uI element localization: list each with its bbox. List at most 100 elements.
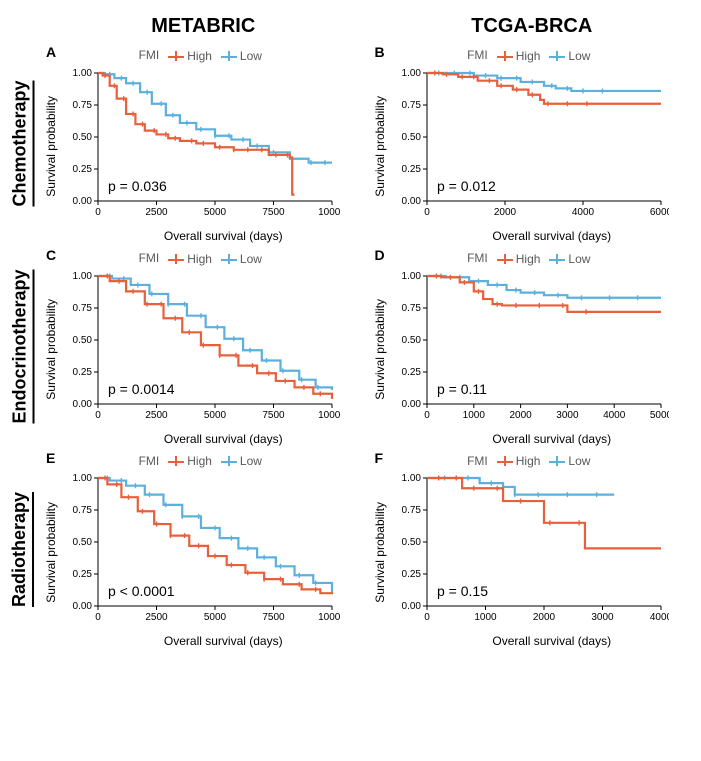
- km-plot: 0.000.250.500.751.000200040006000p = 0.0…: [389, 67, 669, 227]
- km-plot: 0.00 0.25 0.50 0.75 1.00 0 2500 5000 7500 10000 p …: [60, 67, 340, 227]
- x-axis-label: Overall survival (days): [124, 632, 283, 648]
- svg-text:10000: 10000: [318, 207, 340, 218]
- legend-label-high: High: [187, 49, 212, 63]
- svg-text:5000: 5000: [204, 207, 227, 218]
- legend-label-low: Low: [240, 49, 262, 63]
- p-value-text: p = 0.012: [437, 178, 496, 194]
- svg-text:2500: 2500: [145, 612, 168, 623]
- legend-label-low: Low: [568, 49, 590, 63]
- svg-text:2500: 2500: [145, 410, 168, 421]
- row-header-endo: Endocrinotherapy: [8, 247, 36, 446]
- km-curve-low: [427, 276, 661, 298]
- km-curve-high: [98, 73, 295, 195]
- y-axis-label: Survival probability: [42, 502, 60, 603]
- y-axis-label: Survival probability: [371, 96, 389, 197]
- svg-text:6000: 6000: [649, 207, 668, 218]
- svg-text:2500: 2500: [145, 207, 168, 218]
- svg-text:2000: 2000: [509, 410, 532, 421]
- svg-text:1000: 1000: [462, 410, 485, 421]
- legend-swatch-low: [549, 254, 565, 264]
- legend-swatch-high: [497, 51, 513, 61]
- legend-label-high: High: [516, 49, 541, 63]
- p-value-text: p = 0.036: [108, 178, 167, 194]
- legend-swatch-high: [168, 51, 184, 61]
- legend-swatch-high: [497, 254, 513, 264]
- svg-text:10000: 10000: [318, 612, 340, 623]
- svg-text:0.00: 0.00: [401, 399, 421, 410]
- svg-text:0.75: 0.75: [73, 303, 93, 314]
- km-curve-low: [98, 73, 332, 163]
- legend-swatch-low: [549, 456, 565, 466]
- svg-text:0.75: 0.75: [401, 100, 421, 111]
- svg-text:1.00: 1.00: [401, 271, 421, 282]
- x-axis-label: Overall survival (days): [124, 227, 283, 243]
- svg-text:0.00: 0.00: [401, 601, 421, 612]
- svg-text:1.00: 1.00: [401, 68, 421, 79]
- svg-text:0.75: 0.75: [73, 100, 93, 111]
- svg-text:0.50: 0.50: [401, 335, 421, 346]
- y-axis-label: Survival probability: [42, 299, 60, 400]
- svg-text:0.00: 0.00: [73, 601, 93, 612]
- panel-B-cell: B FMIHighLowSurvival probability0.000.25…: [371, 44, 694, 243]
- km-plot: 0.000.250.500.751.00025005000750010000p …: [60, 270, 340, 430]
- km-curve-high: [427, 478, 661, 548]
- legend: FMIHighLow: [42, 454, 365, 473]
- svg-text:0.50: 0.50: [401, 132, 421, 143]
- svg-text:0.50: 0.50: [73, 132, 93, 143]
- legend-swatch-low: [549, 51, 565, 61]
- legend: FMIHighLow: [371, 48, 694, 67]
- svg-text:1000: 1000: [474, 612, 497, 623]
- legend: FMIHighLow: [371, 251, 694, 270]
- panel-letter-F: F: [375, 450, 384, 466]
- legend-swatch-high: [497, 456, 513, 466]
- legend-swatch-high: [168, 456, 184, 466]
- svg-text:3000: 3000: [591, 612, 614, 623]
- legend-swatch-low: [221, 51, 237, 61]
- legend-swatch-high: [168, 254, 184, 264]
- svg-text:4000: 4000: [649, 612, 668, 623]
- svg-text:0.25: 0.25: [401, 164, 421, 175]
- svg-text:0.25: 0.25: [401, 569, 421, 580]
- svg-text:0: 0: [95, 410, 101, 421]
- panel-E-cell: E FMIHighLowSurvival probability0.000.25…: [42, 450, 365, 649]
- svg-text:0: 0: [95, 207, 101, 218]
- x-axis-label: Overall survival (days): [452, 227, 611, 243]
- km-curve-low: [98, 478, 332, 593]
- svg-text:1.00: 1.00: [73, 68, 93, 79]
- legend-label-high: High: [516, 454, 541, 468]
- legend-label-low: Low: [240, 252, 262, 266]
- svg-text:0: 0: [424, 410, 430, 421]
- legend-label-low: Low: [240, 454, 262, 468]
- row-header-radio: Radiotherapy: [8, 450, 36, 649]
- legend-label-high: High: [187, 252, 212, 266]
- legend: FMIHighLow: [42, 48, 365, 67]
- svg-text:10000: 10000: [318, 410, 340, 421]
- svg-text:7500: 7500: [262, 612, 285, 623]
- svg-text:0.00: 0.00: [401, 196, 421, 207]
- svg-text:0.25: 0.25: [73, 164, 93, 175]
- km-plot: 0.000.250.500.751.00025005000750010000p …: [60, 472, 340, 632]
- legend-swatch-low: [221, 254, 237, 264]
- p-value-text: p = 0.15: [437, 583, 488, 599]
- x-axis-label: Overall survival (days): [124, 430, 283, 446]
- svg-text:1.00: 1.00: [73, 271, 93, 282]
- svg-text:0.75: 0.75: [73, 505, 93, 516]
- legend: FMIHighLow: [371, 454, 694, 473]
- svg-text:5000: 5000: [204, 410, 227, 421]
- panel-letter-B: B: [375, 44, 385, 60]
- panel-F-cell: F FMIHighLowSurvival probability0.000.25…: [371, 450, 694, 649]
- svg-text:0.25: 0.25: [73, 569, 93, 580]
- svg-text:0.50: 0.50: [73, 537, 93, 548]
- legend-label-low: Low: [568, 454, 590, 468]
- svg-text:0.00: 0.00: [73, 196, 93, 207]
- legend-label-high: High: [187, 454, 212, 468]
- panel-letter-E: E: [46, 450, 55, 466]
- panel-C-cell: C FMIHighLowSurvival probability0.000.25…: [42, 247, 365, 446]
- panel-D-cell: D FMIHighLowSurvival probability0.000.25…: [371, 247, 694, 446]
- svg-text:7500: 7500: [262, 207, 285, 218]
- km-plot: 0.000.250.500.751.0001000200030004000p =…: [389, 472, 669, 632]
- km-plot: 0.000.250.500.751.0001000200030004000500…: [389, 270, 669, 430]
- svg-text:0: 0: [424, 207, 430, 218]
- panel-letter-C: C: [46, 247, 56, 263]
- km-curve-low: [427, 478, 614, 495]
